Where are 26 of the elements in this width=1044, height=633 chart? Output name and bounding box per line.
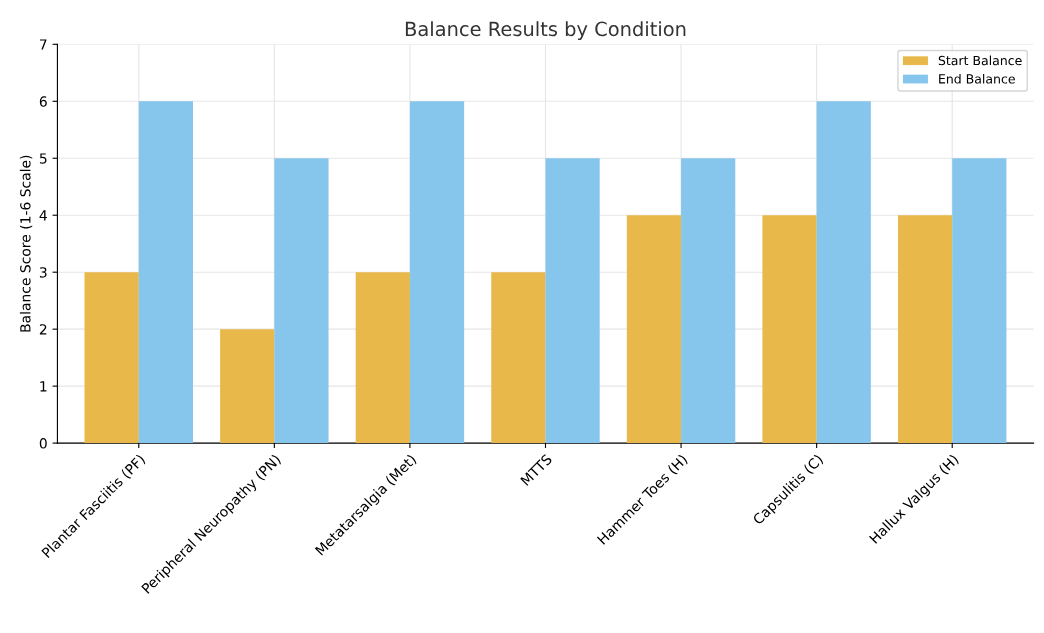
legend-label: End Balance — [939, 73, 1015, 84]
bar — [274, 158, 329, 444]
y-tick-label: 7 — [40, 39, 47, 50]
bar — [762, 215, 817, 444]
bar — [355, 272, 410, 444]
y-tick-label: 1 — [40, 381, 47, 392]
y-tick-label: 6 — [39, 96, 47, 107]
y-tick-label: 5 — [39, 153, 47, 164]
bar — [545, 158, 600, 444]
legend-label: Start Balance — [938, 55, 1022, 66]
bar — [138, 101, 193, 444]
bar — [816, 101, 871, 444]
bar — [897, 215, 953, 444]
y-tick-label: 2 — [39, 324, 47, 335]
bar — [681, 158, 736, 444]
bar — [626, 215, 682, 444]
y-axis-title: Balance Score (1-6 Scale) — [19, 155, 33, 332]
bar — [409, 101, 465, 444]
bar — [952, 158, 1007, 444]
chart-title: Balance Results by Condition — [405, 21, 686, 41]
y-tick-label: 3 — [39, 267, 47, 278]
y-tick-label: 0 — [39, 438, 47, 449]
bar — [491, 272, 546, 444]
bar — [220, 329, 275, 444]
bar — [84, 272, 139, 444]
y-tick-label: 4 — [39, 210, 47, 221]
